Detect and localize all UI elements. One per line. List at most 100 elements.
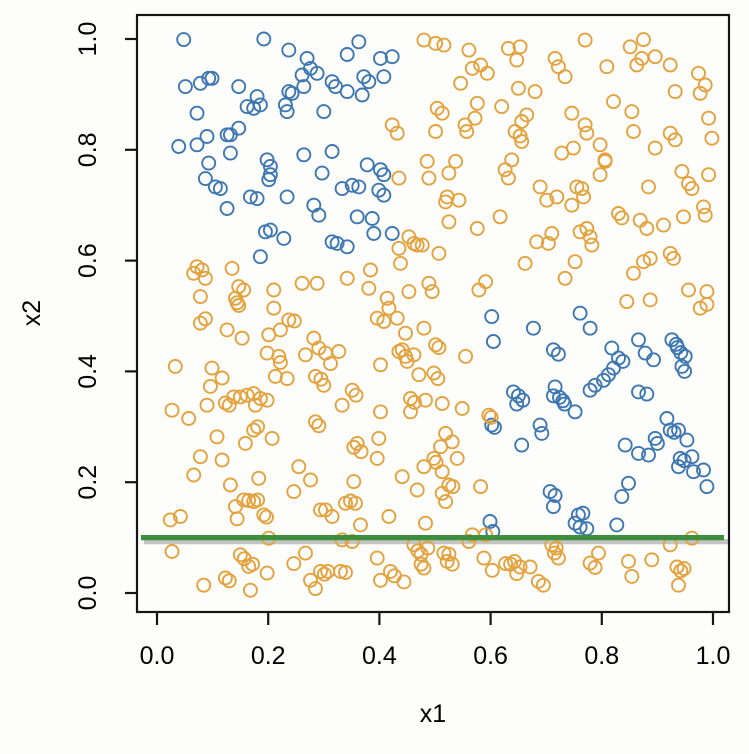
data-point-class-orange	[539, 192, 555, 208]
data-point-class-orange	[264, 430, 280, 446]
data-point-class-orange	[349, 435, 365, 451]
data-point-class-orange	[473, 479, 489, 495]
data-point-class-blue	[699, 479, 715, 495]
data-point-class-blue	[351, 34, 367, 50]
data-point-class-orange	[272, 355, 288, 370]
y-tick-label: 0.2	[74, 465, 102, 500]
data-point-class-blue	[296, 147, 312, 163]
data-point-class-blue	[649, 435, 665, 451]
data-point-class-blue	[201, 155, 217, 171]
data-point-class-orange	[567, 254, 583, 270]
data-point-class-orange	[424, 284, 440, 300]
data-point-class-orange	[457, 117, 473, 133]
data-point-class-orange	[256, 507, 272, 523]
data-point-class-orange	[554, 145, 570, 161]
data-point-class-orange	[316, 566, 332, 582]
data-point-class-orange	[403, 391, 418, 406]
data-point-class-blue	[231, 120, 247, 136]
data-point-class-orange	[245, 556, 261, 572]
data-point-class-orange	[624, 104, 640, 120]
data-point-class-blue	[677, 363, 693, 379]
data-point-class-orange	[574, 181, 590, 197]
data-point-class-blue	[686, 464, 701, 480]
data-point-class-orange	[430, 371, 446, 387]
data-point-class-blue	[294, 67, 310, 83]
data-point-class-orange	[409, 237, 425, 253]
data-point-class-orange	[291, 459, 307, 475]
data-point-class-blue	[279, 104, 295, 120]
data-point-class-orange	[626, 124, 641, 139]
data-point-class-orange	[509, 566, 525, 582]
data-point-class-blue	[349, 209, 365, 225]
data-point-class-orange	[564, 197, 580, 213]
data-point-class-orange	[624, 568, 640, 584]
data-point-class-blue	[567, 404, 583, 420]
data-point-class-orange	[398, 325, 413, 341]
data-point-class-orange	[642, 292, 658, 308]
data-point-class-orange	[464, 60, 480, 76]
data-point-class-orange	[438, 494, 454, 510]
data-point-class-blue	[639, 386, 655, 402]
data-point-class-orange	[393, 255, 408, 271]
x-tick-label: 0.4	[362, 642, 397, 670]
data-point-class-orange	[250, 492, 266, 508]
data-point-class-blue	[212, 181, 228, 197]
data-point-class-blue	[171, 139, 187, 154]
data-point-class-blue	[354, 87, 370, 103]
data-point-class-orange	[204, 360, 220, 376]
data-point-class-orange	[441, 214, 457, 230]
data-point-class-orange	[494, 99, 510, 115]
y-tick-label: 1.0	[74, 22, 102, 57]
data-point-class-orange	[266, 300, 282, 316]
data-point-class-orange	[237, 435, 253, 451]
data-point-class-blue	[281, 42, 297, 58]
data-point-class-orange	[642, 250, 658, 266]
data-point-class-blue	[604, 340, 620, 356]
data-point-class-orange	[647, 140, 663, 156]
data-point-class-blue	[587, 377, 603, 393]
data-point-class-orange	[458, 348, 474, 364]
data-point-class-orange	[479, 65, 495, 81]
data-point-class-orange	[597, 153, 613, 169]
data-point-class-orange	[348, 387, 364, 403]
data-point-class-blue	[299, 50, 315, 66]
data-point-class-blue	[296, 79, 312, 95]
data-point-class-orange	[384, 117, 400, 133]
data-point-class-blue	[324, 144, 340, 159]
data-point-class-blue	[545, 342, 561, 358]
data-point-class-orange	[692, 85, 708, 101]
data-point-class-orange	[509, 52, 525, 68]
data-point-class-orange	[391, 170, 407, 186]
data-point-class-orange	[369, 550, 385, 566]
data-point-class-orange	[164, 402, 180, 418]
data-point-class-orange	[403, 404, 418, 420]
data-point-class-blue	[261, 172, 277, 188]
data-point-class-blue	[366, 226, 382, 241]
data-point-class-orange	[576, 189, 591, 205]
data-point-class-orange	[266, 282, 282, 298]
data-point-class-orange	[416, 560, 432, 576]
data-point-class-orange	[186, 467, 202, 483]
data-point-class-orange	[232, 389, 248, 405]
data-point-class-orange	[441, 546, 457, 562]
data-point-class-orange	[316, 377, 332, 393]
data-point-class-orange	[239, 387, 255, 403]
data-point-class-orange	[298, 347, 313, 363]
data-point-class-blue	[231, 79, 247, 95]
data-point-class-orange	[334, 397, 350, 413]
data-point-class-blue	[262, 222, 278, 238]
data-point-class-blue	[219, 201, 235, 216]
data-point-class-orange	[451, 192, 467, 208]
data-point-class-orange	[478, 527, 494, 543]
data-point-class-orange	[469, 95, 485, 111]
data-point-class-orange	[514, 114, 530, 129]
data-point-class-blue	[545, 499, 561, 515]
data-point-class-orange	[409, 482, 425, 498]
data-point-class-orange	[438, 425, 454, 441]
data-point-class-orange	[699, 284, 715, 300]
data-point-class-orange	[681, 282, 696, 298]
data-point-class-orange	[271, 348, 287, 364]
data-point-class-orange	[557, 69, 573, 85]
data-point-class-orange	[507, 124, 523, 139]
data-point-class-orange	[383, 563, 398, 579]
